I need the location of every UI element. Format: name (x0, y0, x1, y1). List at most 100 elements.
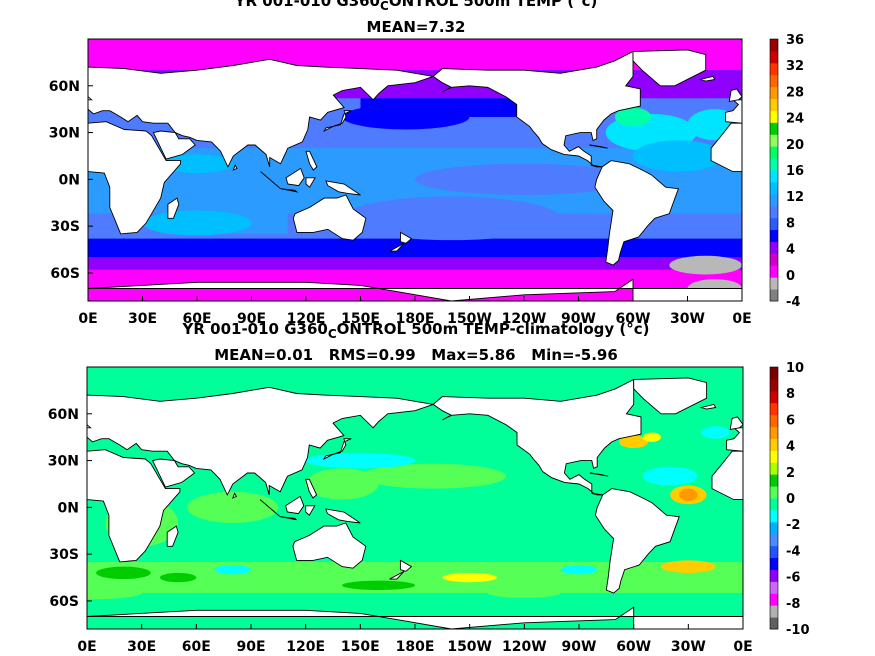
panel1-landmass (285, 167, 305, 187)
panel1-colorbar-segment (770, 62, 778, 76)
panel1-colorbar-segment (770, 217, 778, 231)
panel2-ytick-label: 30S (49, 547, 79, 563)
panel2-ytick-label: 60N (48, 407, 79, 423)
panel1-landmass (88, 96, 93, 101)
panel2-group: 0E 30E 60E 90E 120E 150E 180E 150W 120W 90W 60W 30W… (48, 361, 810, 655)
panel2-ytick-label: 60S (49, 594, 79, 610)
panel2-field-anomaly (487, 588, 561, 598)
panel1-colorbar-label: 28 (786, 85, 804, 100)
panel2-field-anomaly (214, 565, 251, 575)
panel2-landmass (729, 416, 743, 430)
panel2-xtick-label: 60E (182, 639, 211, 655)
panel1-colorbar-label: 0 (786, 269, 795, 284)
panel2-field-band (87, 577, 743, 594)
panel1-landmass (725, 99, 742, 124)
panel1-colorbar-segment (770, 170, 778, 183)
panel1-stats: MEAN=7.32 (366, 18, 466, 36)
panel1-ocean-field (88, 39, 742, 301)
panel2-colorbar-segment (770, 390, 778, 404)
panel1-landmass (88, 121, 182, 235)
panel1-colorbar-label: -4 (786, 295, 800, 310)
panel2-xtick-label: 0E (77, 639, 96, 655)
panel1-landmass (400, 231, 413, 244)
panel1-field-band (88, 257, 742, 270)
panel2-field-anomaly (260, 572, 352, 583)
panel1-landmass (88, 278, 742, 301)
panel1-colorbar-segment (770, 134, 778, 147)
panel1-field-anomaly (342, 196, 561, 241)
panel2-colorbar-segment (770, 605, 778, 618)
panel2-colorbar-segment (770, 533, 778, 547)
panel2-colorbar-segment (770, 450, 778, 463)
panel2-colorbar-label: 6 (786, 413, 795, 428)
panel1-field-anomaly (633, 140, 724, 172)
panel2-colorbar-label: 0 (786, 492, 795, 507)
panel1-xtick-label: 60E (182, 311, 211, 327)
panel1-colorbar-segment (770, 193, 778, 207)
panel2-colorbar-segment (770, 438, 778, 451)
panel1-field-band (88, 238, 742, 258)
panel2-title-main: YR 001-010 G360 (182, 320, 328, 338)
panel1-landmass (88, 58, 434, 168)
panel2-xtick-label: 90E (236, 639, 265, 655)
panel1-colorbar-segment (770, 50, 778, 64)
panel2-colorbar-label: -8 (786, 597, 800, 612)
panel1-colorbar-label: 20 (786, 138, 804, 153)
panel1-ytick-label: 60N (49, 79, 80, 95)
panel1-field-anomaly (669, 255, 742, 275)
panel1-colorbar-segment (770, 86, 778, 100)
panel1-colorbar-label: 36 (786, 33, 804, 48)
panel2-landmass (87, 424, 92, 429)
panel1-xtick-label: 0E (78, 311, 97, 327)
panel2-landmass (292, 522, 367, 569)
panel2-landmass (594, 488, 680, 594)
panel2-landmass (87, 449, 181, 563)
panel2-colorbar-label: -10 (786, 623, 810, 638)
panel2-landmass (322, 438, 352, 461)
panel1-field-anomaly (415, 163, 633, 195)
panel2-colorbar-segment (770, 462, 778, 475)
panel2-field-anomaly (701, 426, 731, 439)
panel1-xtick-label: 30W (670, 311, 705, 327)
panel2-colorbar-segment (770, 521, 778, 535)
panel2-colorbar-label: -6 (786, 571, 800, 586)
panel2-colorbar-label: -4 (786, 544, 800, 559)
panel1-colorbar-segment (770, 277, 778, 290)
panel1-landmass (325, 180, 361, 196)
panel1-colorbar-segment (770, 39, 778, 52)
panel1-colorbar-segment (770, 181, 778, 195)
panel2-landmass (399, 559, 413, 572)
panel2-landmass (389, 570, 405, 580)
panel2-colorbar-frame (769, 366, 779, 630)
panel1-colorbar-segment (770, 241, 778, 254)
panel2-colorbar-label: 10 (786, 361, 804, 376)
panel2-landmass (726, 427, 743, 452)
panel2-xtick-label: 150E (341, 639, 380, 655)
panel2-landmass (589, 472, 609, 477)
panel1-colorbar-segment (770, 265, 778, 278)
panel1-xtick-label: 150E (341, 311, 380, 327)
panel1-colorbar-label: 8 (786, 216, 795, 231)
panel1-landmass (594, 160, 680, 266)
panel2-colorbar-segment (770, 569, 778, 582)
panel1-landmass (728, 88, 742, 102)
panel1-colorbar-label: 12 (786, 190, 804, 205)
panel1-colorbar-label: 24 (786, 112, 804, 127)
panel2-field-anomaly (360, 463, 507, 489)
panel2-field-anomaly (159, 572, 197, 583)
panel2-landmass (432, 378, 642, 496)
panel1-colorbar-segment (770, 158, 778, 171)
panel1-landmass (432, 50, 641, 168)
panel2-title-sub: C (327, 327, 337, 341)
panel2-field-anomaly (342, 580, 415, 591)
panel2-colorbar-segment (770, 593, 778, 606)
panel1-colorbar-segment (770, 98, 778, 111)
panel2-field-anomaly (87, 586, 142, 600)
panel1-xtick-label: 60W (616, 311, 651, 327)
panel1-colorbar-segment (770, 110, 778, 123)
panel2-colorbar-segment (770, 581, 778, 594)
panel2-title-rest: ONTROL 500m TEMP-climatology (°c) (336, 320, 650, 338)
panel1-landmass (698, 75, 716, 82)
panel2-stats: MEAN=0.01 RMS=0.99 Max=5.86 Min=-5.96 (214, 346, 618, 364)
panel1-xtick-label: 120E (287, 311, 326, 327)
